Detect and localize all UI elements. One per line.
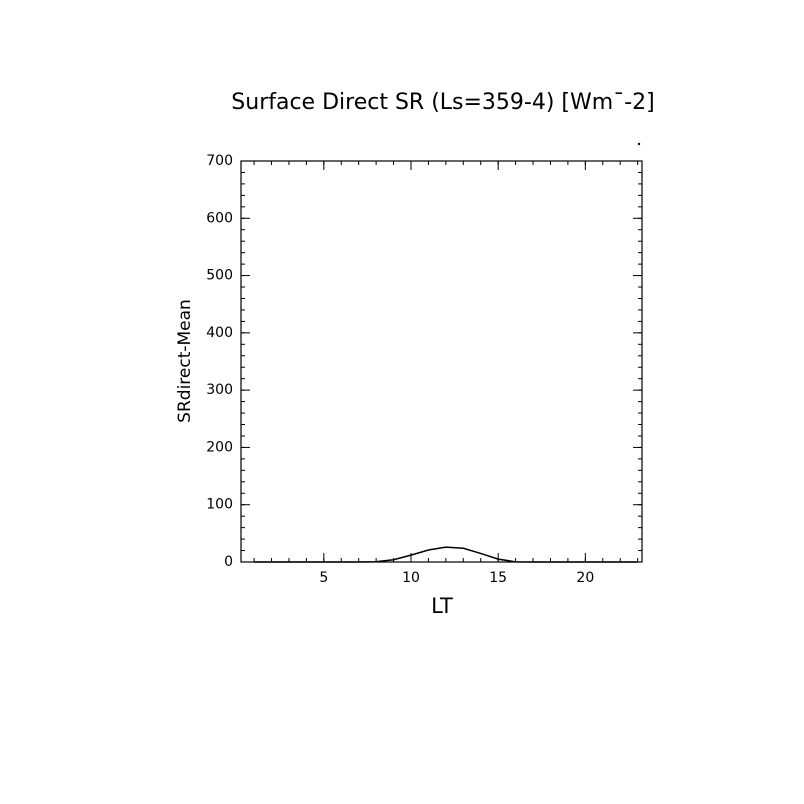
x-axis-label: LT — [431, 594, 453, 618]
y-tick-label: 300 — [206, 382, 233, 398]
chart-title: Surface Direct SR (Ls=359-4) [Wm¯-2] — [231, 90, 654, 115]
x-tick-label: 10 — [402, 570, 420, 586]
y-tick-label: 700 — [206, 153, 233, 169]
y-axis-label: SRdirect-Mean — [175, 299, 195, 423]
y-tick-label: 200 — [206, 439, 233, 455]
data-line — [254, 546, 638, 563]
x-tick-label: 20 — [576, 570, 594, 586]
y-tick-label: 500 — [206, 268, 233, 284]
x-tick-label: 5 — [319, 570, 328, 586]
plot-frame — [240, 160, 643, 563]
y-tick-label: 100 — [206, 497, 233, 513]
y-tick-label: 0 — [224, 554, 233, 570]
y-tick-label: 600 — [206, 210, 233, 226]
x-tick-label: 15 — [489, 570, 507, 586]
dot — [637, 142, 641, 146]
y-tick-label: 400 — [206, 325, 233, 341]
